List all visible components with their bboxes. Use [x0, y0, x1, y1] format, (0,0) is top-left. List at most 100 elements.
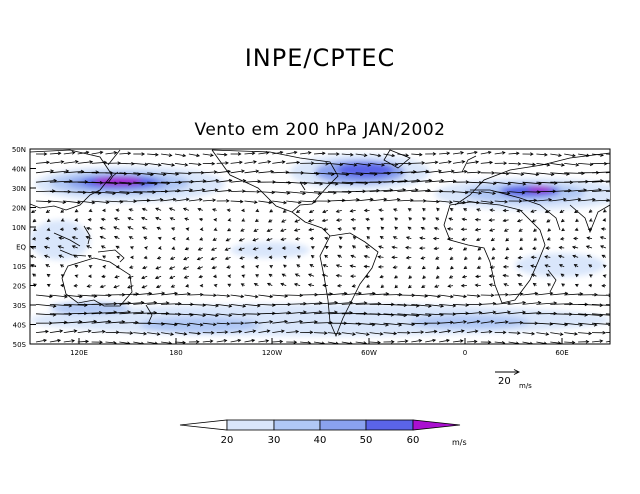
wind-vector	[244, 321, 258, 324]
wind-vector-head	[59, 227, 64, 232]
wind-vector	[294, 228, 301, 231]
lat-label-20n: 20N	[12, 205, 26, 213]
wind-vector	[578, 163, 593, 165]
wind-vector	[572, 246, 579, 249]
wind-vector	[161, 292, 178, 296]
wind-vector-head	[432, 338, 437, 343]
wind-vector-head	[79, 294, 83, 299]
wind-vector	[272, 151, 283, 155]
wind-vector-head	[227, 274, 232, 279]
wind-vector-head	[367, 163, 372, 167]
wind-vector-head	[325, 162, 330, 166]
wind-vector-head	[86, 284, 91, 288]
wind-vector	[503, 219, 509, 222]
wind-vector	[327, 302, 353, 305]
wind-vector	[216, 331, 228, 333]
wind-vector	[58, 245, 64, 249]
wind-vector	[294, 283, 301, 286]
wind-vector	[300, 200, 316, 203]
wind-vector-head	[183, 332, 188, 336]
wind-vector-head	[127, 275, 132, 279]
wind-vector-head	[87, 329, 92, 334]
wind-vector	[313, 332, 327, 334]
wind-vector-head	[491, 171, 496, 175]
wind-vector-head	[127, 285, 131, 289]
wind-vector	[77, 161, 93, 164]
wind-vector	[244, 180, 261, 183]
wind-vector-head	[128, 236, 133, 240]
wind-vector-head	[269, 265, 273, 269]
wind-vector-head	[366, 227, 371, 231]
wind-vector-head	[322, 283, 327, 288]
wind-vector-head	[324, 254, 328, 259]
wind-vector	[239, 238, 245, 242]
wind-vector-head	[253, 160, 257, 164]
wind-vector	[35, 180, 57, 183]
wind-vector	[550, 163, 565, 166]
wind-vector-head	[186, 322, 191, 327]
wind-vector-head	[99, 235, 104, 240]
wind-vector-head	[226, 265, 231, 269]
wind-vector	[480, 321, 494, 324]
wind-vector-head	[599, 236, 604, 240]
wind-vector	[174, 153, 186, 157]
wind-vector	[550, 190, 572, 192]
wind-vector-head	[238, 329, 243, 334]
wind-vector-head	[187, 292, 191, 296]
wind-vector-head	[463, 320, 467, 324]
wind-vector-head	[544, 341, 548, 344]
wind-vector-head	[530, 341, 534, 344]
wind-vector-head	[461, 217, 466, 222]
wind-vector	[578, 332, 592, 334]
wind-vector	[63, 330, 77, 333]
wind-vector-head	[337, 254, 341, 259]
lat-label-50s: 50S	[13, 341, 27, 349]
wind-vector-head	[503, 228, 508, 232]
wind-vector-head	[266, 237, 270, 242]
wind-vector-head	[113, 340, 117, 344]
wind-vector	[383, 322, 402, 326]
wind-vector-head	[228, 188, 232, 193]
wind-vector-head	[199, 322, 204, 327]
wind-vector	[536, 181, 557, 184]
wind-vector	[480, 151, 491, 155]
wind-vector	[508, 172, 524, 175]
wind-vector	[411, 294, 428, 297]
wind-vector	[244, 304, 260, 307]
wind-vector-head	[460, 283, 465, 288]
wind-vector-head	[520, 172, 525, 176]
wind-vector	[133, 163, 148, 165]
wind-vector	[197, 257, 203, 260]
wind-vector-head	[322, 227, 327, 232]
wind-vector	[30, 255, 37, 258]
wind-vector-head	[488, 330, 493, 334]
colorbar-segment-20-30	[226, 419, 275, 431]
wind-vector-head	[198, 274, 203, 279]
wind-vector-head	[266, 282, 271, 287]
wind-vector-head	[502, 208, 507, 213]
wind-vector	[119, 152, 131, 155]
wind-vector-head	[364, 245, 369, 249]
wind-vector-head	[503, 283, 508, 287]
wind-vector-head	[225, 237, 230, 242]
wind-vector-head	[299, 293, 304, 298]
wind-vector-head	[30, 254, 34, 259]
wind-vector	[397, 340, 408, 343]
wind-vector	[63, 200, 81, 204]
wind-vector	[369, 198, 387, 202]
wind-vector	[327, 312, 353, 315]
wind-vector-head	[436, 207, 440, 212]
wind-vector	[508, 181, 526, 185]
wind-vector-head	[586, 254, 591, 258]
wind-vector-head	[600, 245, 604, 249]
wind-vector-head	[587, 227, 592, 232]
colorbar-tick-50: 50	[360, 435, 373, 446]
organization-title: INPE/CPTEC	[244, 44, 396, 72]
wind-vector-head	[502, 265, 507, 269]
wind-vector-head	[475, 160, 480, 164]
wind-vector	[517, 274, 523, 277]
wind-vector-head	[32, 273, 36, 277]
wind-vector-head	[420, 226, 425, 231]
wind-vector-head	[68, 312, 73, 316]
wind-vector	[202, 322, 217, 325]
